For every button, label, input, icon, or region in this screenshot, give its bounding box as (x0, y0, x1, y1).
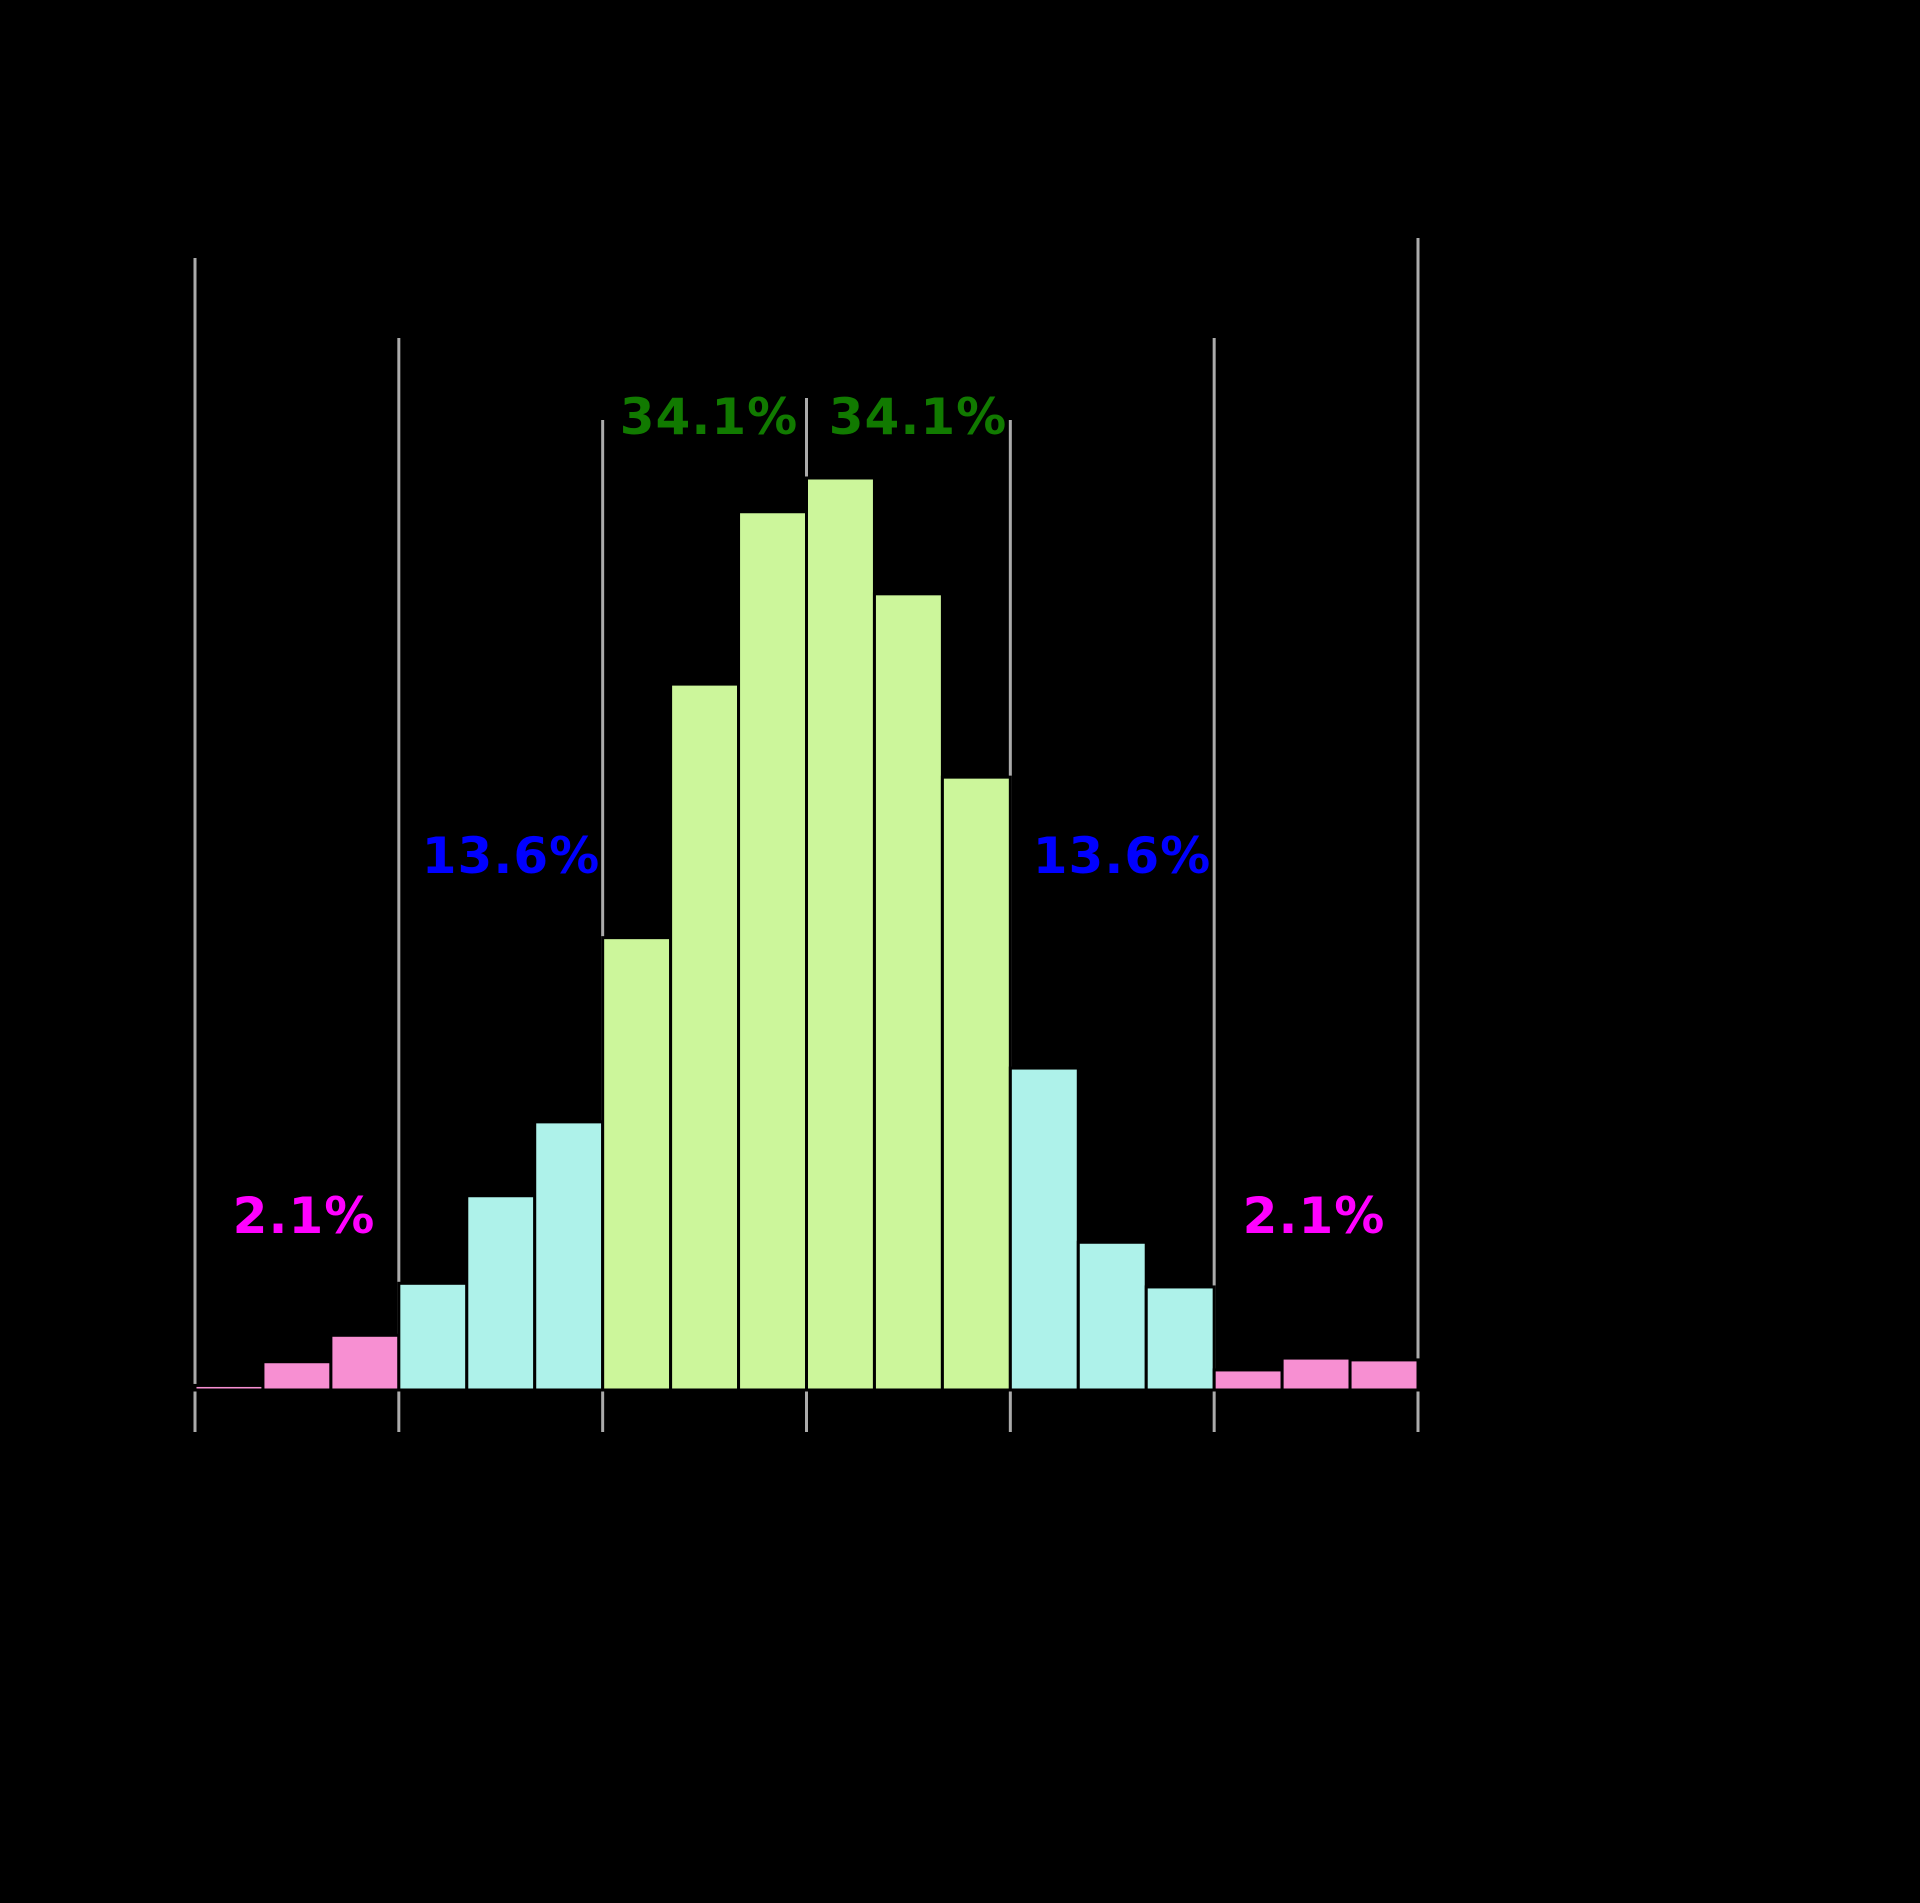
histogram-bar-3 (397, 1281, 469, 1392)
histogram-bar-4 (465, 1194, 537, 1392)
region-label-2-1-right: 2.1% (1242, 1187, 1386, 1245)
histogram-bar-2 (329, 1333, 401, 1392)
region-label-13-6-right: 13.6% (1032, 827, 1212, 885)
histogram-bar-9 (805, 476, 876, 1392)
histogram-bar-0 (193, 1383, 265, 1392)
region-label-2-1-left: 2.1% (232, 1187, 376, 1245)
histogram-bar-13 (1076, 1240, 1148, 1392)
histogram-bar-5 (533, 1120, 605, 1392)
histogram-bar-15 (1212, 1368, 1284, 1392)
histogram-bar-16 (1280, 1356, 1352, 1392)
histogram-bar-14 (1144, 1285, 1216, 1392)
histogram-bar-8 (737, 510, 808, 1392)
histogram-bar-17 (1348, 1358, 1420, 1392)
region-label-34-1-left: 34.1% (619, 388, 799, 446)
region-label-13-6-left: 13.6% (421, 827, 601, 885)
histogram-bar-12 (1008, 1066, 1080, 1392)
histogram-bar-11 (940, 775, 1012, 1392)
histogram-bar-6 (601, 936, 673, 1392)
histogram-bar-7 (669, 682, 741, 1392)
histogram-bar-1 (261, 1360, 333, 1392)
histogram-bar-10 (872, 592, 944, 1392)
region-label-34-1-right: 34.1% (828, 388, 1008, 446)
